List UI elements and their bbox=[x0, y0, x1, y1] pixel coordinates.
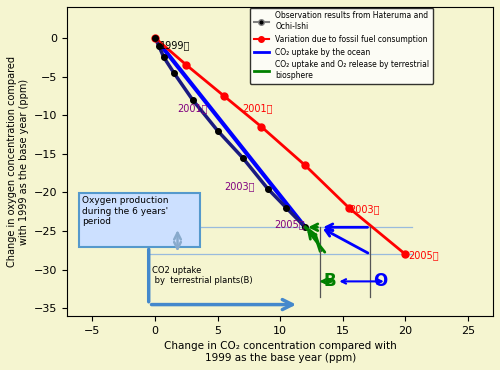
Text: 1999年: 1999年 bbox=[160, 40, 190, 50]
Text: 2005年: 2005年 bbox=[408, 250, 438, 260]
Text: Oxygen production
during the 6 years'
period: Oxygen production during the 6 years' pe… bbox=[82, 196, 169, 226]
Text: O: O bbox=[373, 272, 388, 290]
Legend: Observation results from Hateruma and
Ochi-Ishi, Variation due to fossil fuel co: Observation results from Hateruma and Oc… bbox=[250, 8, 433, 84]
Text: 2005年: 2005年 bbox=[274, 219, 304, 229]
Text: B: B bbox=[324, 272, 336, 290]
Text: 2003年: 2003年 bbox=[224, 181, 254, 191]
X-axis label: Change in CO₂ concentration compared with
1999 as the base year (ppm): Change in CO₂ concentration compared wit… bbox=[164, 342, 396, 363]
FancyBboxPatch shape bbox=[78, 193, 200, 248]
Text: 2003年: 2003年 bbox=[349, 204, 380, 214]
Text: CO2 uptake
 by  terrestrial plants(B): CO2 uptake by terrestrial plants(B) bbox=[152, 266, 253, 285]
Y-axis label: Change in oxygen concentration compared
with 1999 as the base year (ppm): Change in oxygen concentration compared … bbox=[7, 56, 28, 267]
Text: 2001年: 2001年 bbox=[178, 104, 208, 114]
Text: 2001年: 2001年 bbox=[242, 104, 273, 114]
